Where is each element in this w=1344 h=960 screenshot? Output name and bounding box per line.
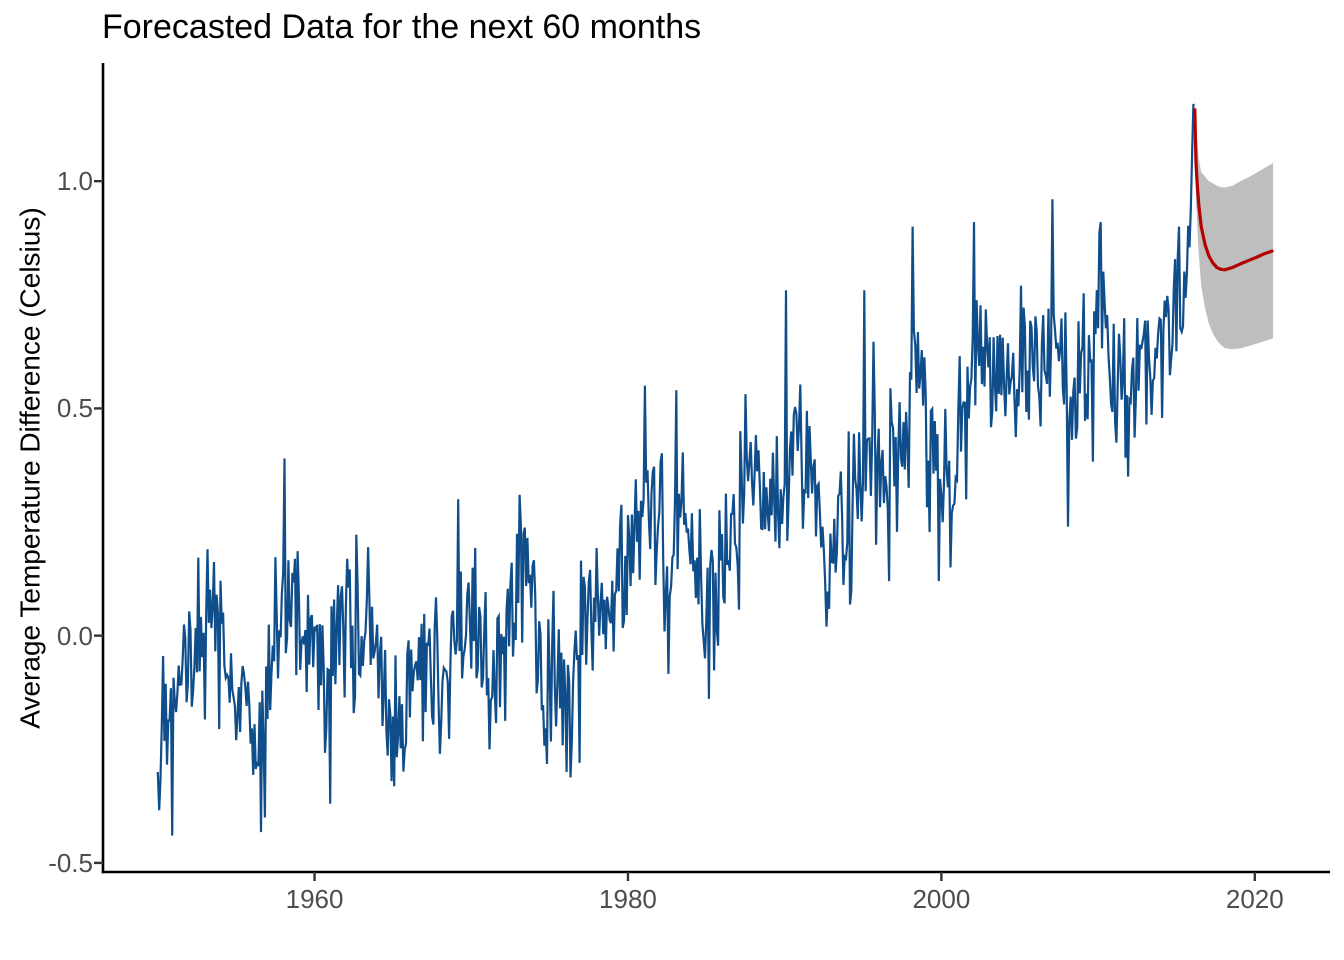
y-tick-label: 0.0 xyxy=(56,620,93,651)
y-tick-label: -0.5 xyxy=(48,847,93,878)
y-tick-marks xyxy=(94,179,103,865)
x-tick-label: 1980 xyxy=(599,884,657,914)
x-tick-label: 1960 xyxy=(285,884,344,914)
forecast-mean-line xyxy=(1193,108,1274,272)
x-tick-label: 2000 xyxy=(912,884,971,914)
observed-series-line xyxy=(156,103,1195,836)
chart-title: Forecasted Data for the next 60 months xyxy=(102,8,702,46)
x-tick-marks xyxy=(313,872,1256,881)
x-tick-label: 2020 xyxy=(1225,884,1284,914)
y-tick-label: 0.5 xyxy=(56,393,93,424)
confidence-band xyxy=(1194,94,1274,350)
y-tick-label: 1.0 xyxy=(56,166,93,197)
